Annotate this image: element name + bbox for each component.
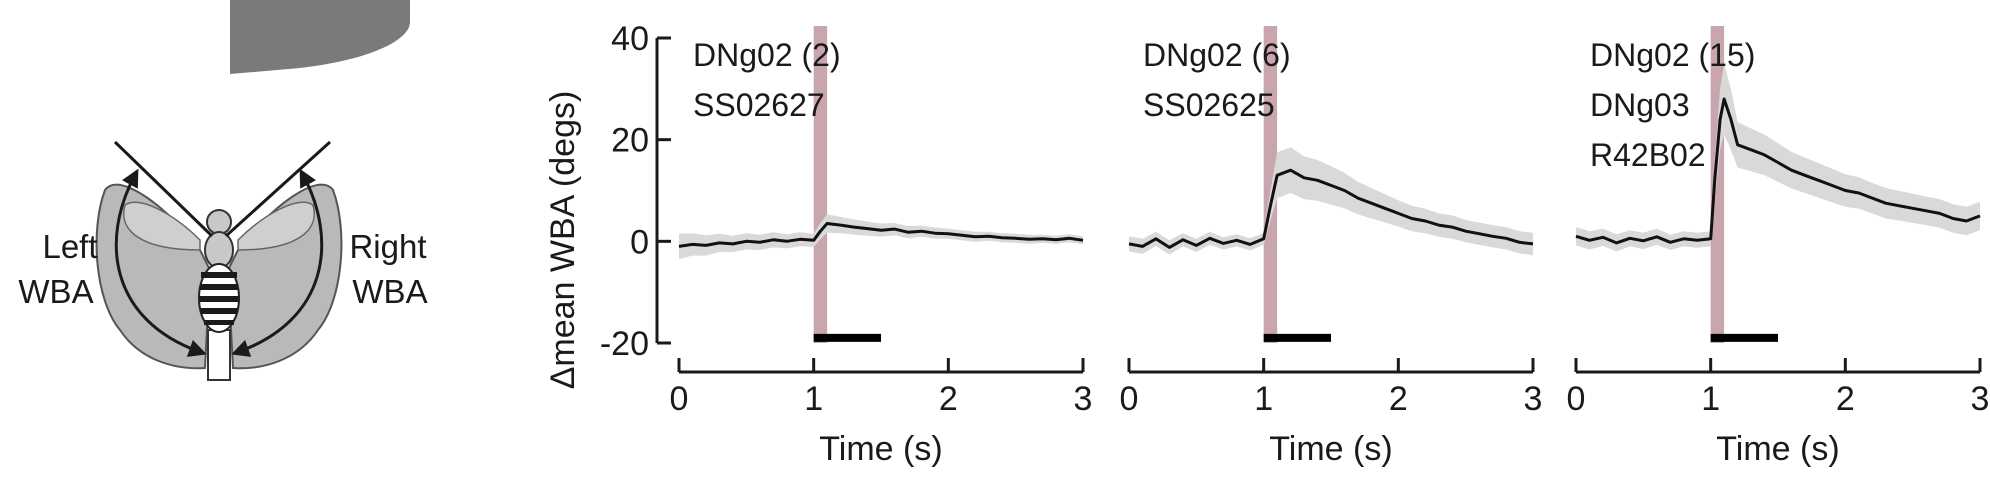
left-wba-label-line2: WBA: [18, 273, 93, 310]
y-tick-label: -20: [600, 325, 649, 363]
stimulus-band: [1710, 26, 1725, 343]
panel-label-line: SS02625: [1143, 87, 1275, 123]
fly-illustration: Left WBA Right WBA: [18, 0, 428, 381]
mean-line: [1128, 168, 1534, 249]
chart-panel-3: 0 1 2 3 Time (s) DNg02 (15) DNg03 R42B02: [1567, 26, 1990, 468]
x-tick-label: 2: [1389, 380, 1408, 418]
x-tick-label: 0: [1567, 380, 1586, 418]
x-tick-label: 1: [1254, 380, 1273, 418]
x-axis-title: Time (s): [1269, 430, 1392, 468]
y-tick-label: 20: [611, 122, 649, 160]
chart-panel-2: 0 1 2 3 Time (s) DNg02 (6) SS02625: [1120, 26, 1543, 468]
left-wba-label-line1: Left: [42, 228, 97, 265]
x-tick-label: 1: [804, 380, 823, 418]
panel-label-line: SS02627: [693, 87, 825, 123]
stimulus-band: [1263, 26, 1278, 343]
left-wba-arc: [114, 168, 207, 357]
fly-thorax: [204, 231, 234, 269]
x-tick-label: 0: [1120, 380, 1139, 418]
x-axis-title: Time (s): [819, 430, 942, 468]
x-tick-label: 1: [1701, 380, 1720, 418]
y-tick-label: 0: [630, 223, 649, 261]
panel-label-line: DNg02 (15): [1590, 37, 1755, 73]
right-wba-label-line2: WBA: [352, 273, 427, 310]
abdomen-stripes: [200, 272, 238, 325]
x-tick-label: 0: [670, 380, 689, 418]
panel-label-line: R42B02: [1590, 137, 1706, 173]
panel-label-line: DNg02 (2): [693, 37, 841, 73]
mean-line: [1575, 97, 1981, 245]
mean-line: [678, 222, 1084, 248]
fly-head: [206, 209, 232, 235]
y-tick-label: 40: [611, 20, 649, 58]
y-axis-title: Δmean WBA (degs): [544, 91, 582, 390]
tether-rod: [207, 329, 231, 381]
panel-label-line: DNg02 (6): [1143, 37, 1291, 73]
x-tick-label: 3: [1524, 380, 1543, 418]
right-wba-label-line1: Right: [349, 228, 426, 265]
x-tick-label: 2: [939, 380, 958, 418]
stimulus-arc-shape: [230, 0, 410, 74]
right-wba-arc: [231, 168, 324, 357]
sd-band: [1129, 147, 1533, 256]
x-tick-label: 3: [1074, 380, 1093, 418]
sd-band: [679, 214, 1083, 260]
x-tick-label: 2: [1836, 380, 1855, 418]
panel-label-line: DNg03: [1590, 87, 1690, 123]
stimulus-band: [813, 26, 828, 343]
chart-panel-1: -20 0 20 40 0 1 2 3 Time (s) DNg02 (2) SS02627: [600, 20, 1093, 468]
sd-band: [1576, 63, 1980, 252]
x-axis-title: Time (s): [1716, 430, 1839, 468]
x-tick-label: 3: [1971, 380, 1990, 418]
